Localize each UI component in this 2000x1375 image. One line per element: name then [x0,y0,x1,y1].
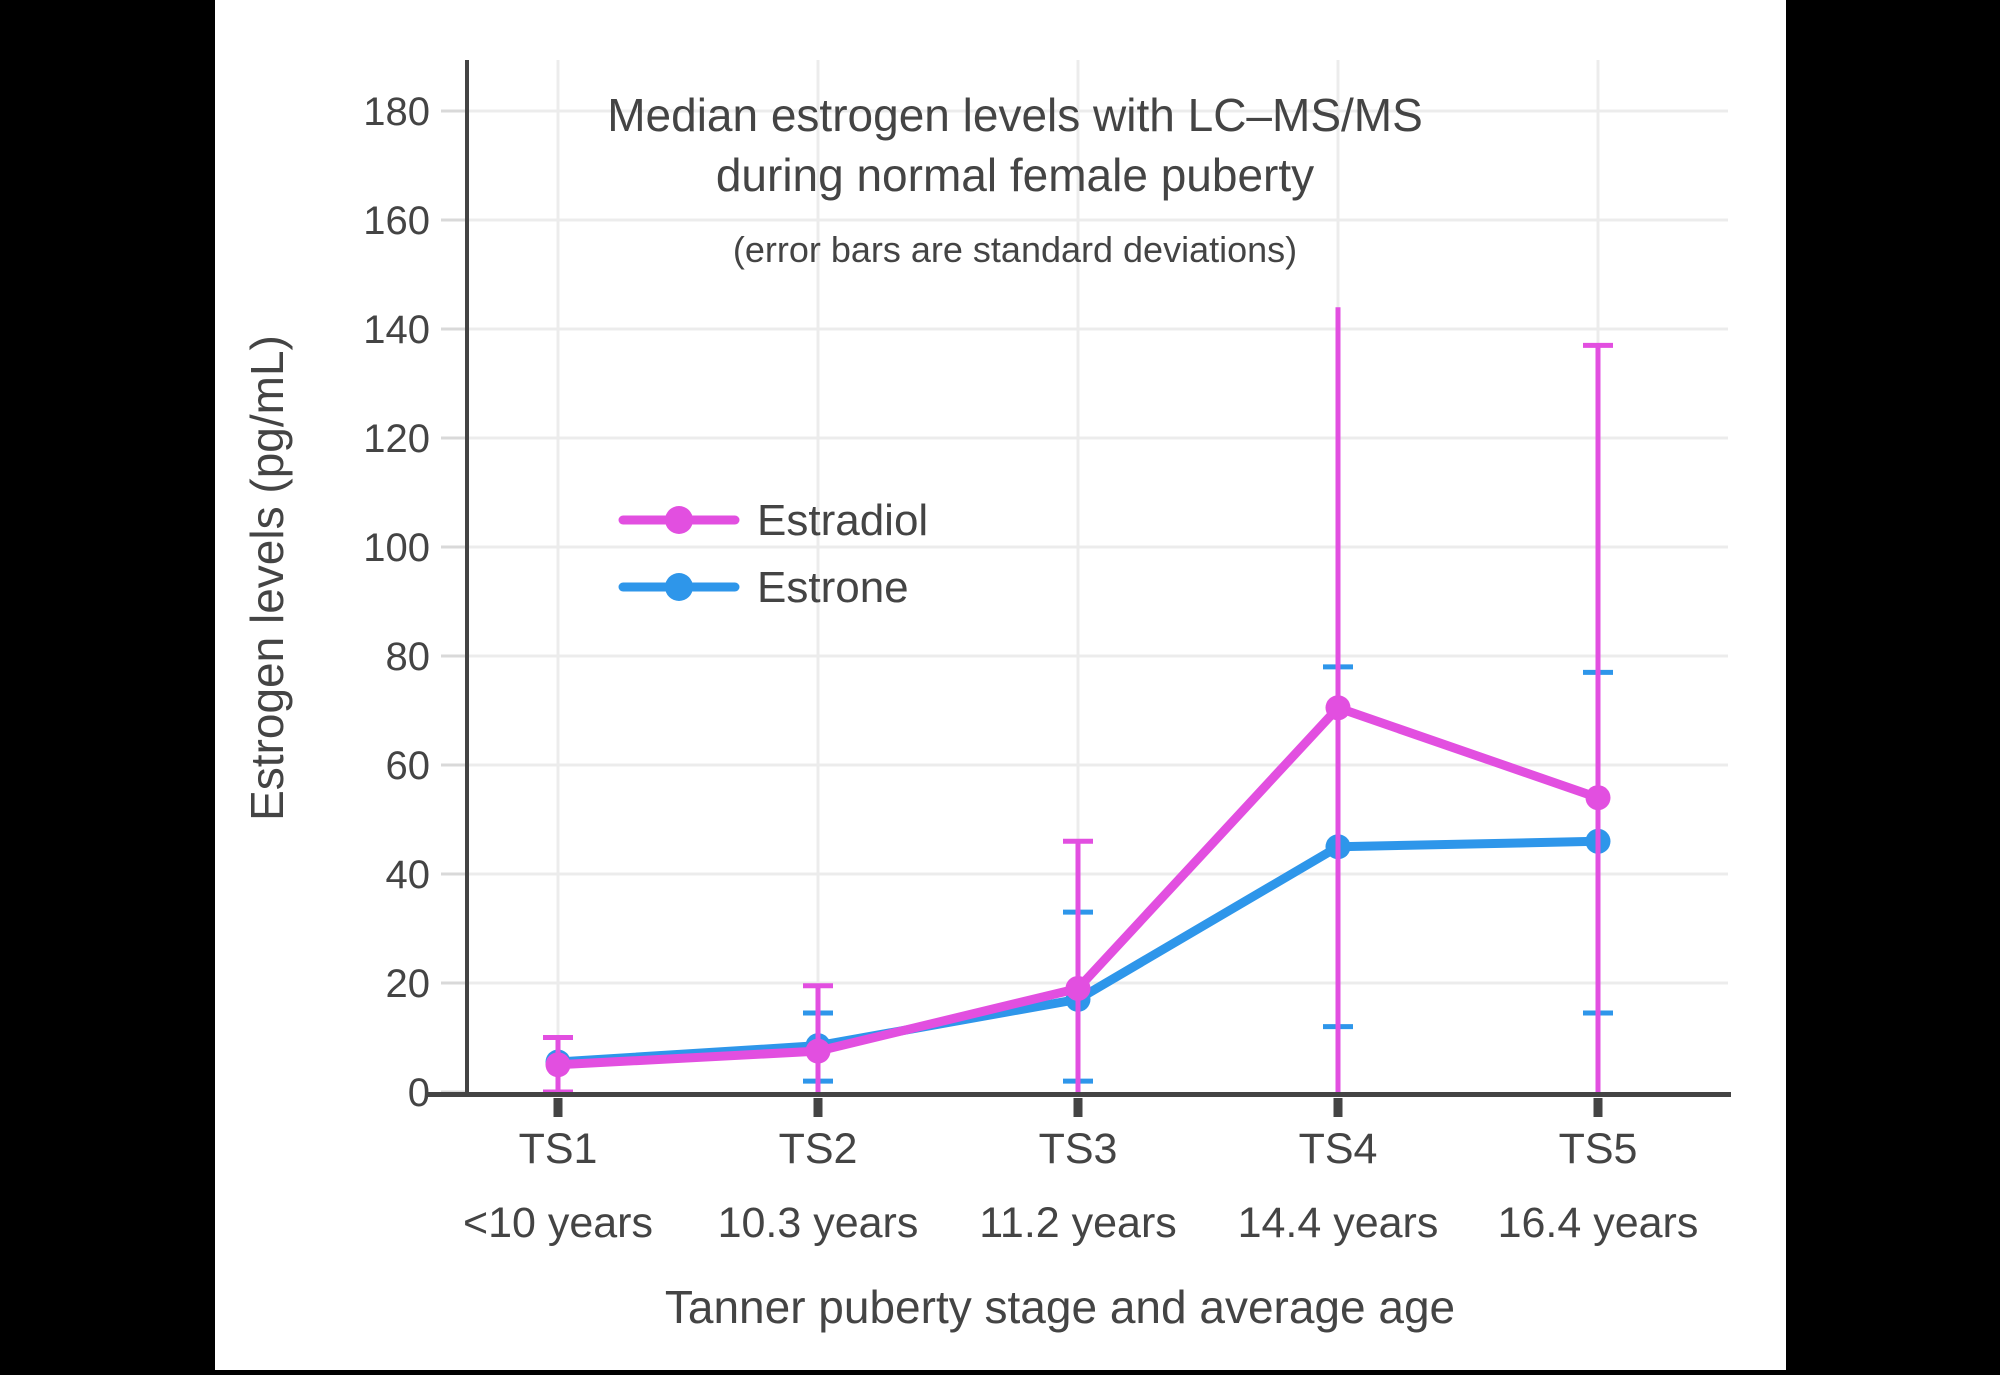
y-tick-label-0: 0 [408,1071,430,1115]
x-axis-title: Tanner puberty stage and average age [665,1281,1455,1333]
y-axis-ticks: 0 20 40 60 80 100 120 140 160 180 [363,90,465,1115]
estrone-legend-marker-icon [665,573,693,601]
horizontal-gridlines [468,109,1728,985]
x-category-label-TS4: TS4 [1299,1125,1378,1173]
chart-title-line2: during normal female puberty [716,149,1314,201]
estradiol-marker-TS1 [545,1052,571,1078]
estradiol-legend-label: Estradiol [757,496,928,545]
x-category-label-TS5: TS5 [1559,1125,1638,1173]
estradiol-marker-TS2 [805,1038,831,1064]
y-tick-label-60: 60 [386,744,431,788]
legend-item-estrone[interactable]: Estrone [618,563,909,612]
y-tick-label-100: 100 [363,526,430,570]
legend-item-estradiol[interactable]: Estradiol [618,496,928,545]
chart-panel [215,0,1786,1370]
x-category-label-TS1: TS1 [519,1125,598,1173]
estrone-legend-label: Estrone [757,563,909,612]
x-age-label-TS2: 10.3 years [718,1199,919,1247]
y-tick-label-180: 180 [363,90,430,134]
x-age-label-TS4: 14.4 years [1238,1199,1439,1247]
chart-title-line1: Median estrogen levels with LC–MS/MS [607,89,1423,141]
y-tick-label-40: 40 [386,853,431,897]
x-category-label-TS3: TS3 [1039,1125,1118,1173]
x-age-label-TS3: 11.2 years [979,1199,1177,1247]
estradiol-marker-TS4 [1325,695,1351,721]
estradiol-legend-marker-icon [665,506,693,534]
chart-subtitle: (error bars are standard deviations) [733,229,1297,270]
y-tick-label-160: 160 [363,199,430,243]
estradiol-marker-TS5 [1585,785,1611,811]
estradiol-marker-TS3 [1065,975,1091,1001]
y-axis-title: Estrogen levels (pg/mL) [241,335,293,821]
x-age-label-TS5: 16.4 years [1498,1199,1699,1247]
series-estradiol [543,307,1613,1095]
plot-area: 0 20 40 60 80 100 120 140 160 180 TS1 <10 years TS2 1… [363,60,1728,1247]
x-age-label-TS1: <10 years [463,1199,653,1247]
y-tick-label-140: 140 [363,308,430,352]
legend: Estradiol Estrone [618,496,928,612]
x-category-label-TS2: TS2 [779,1125,858,1173]
x-axis-ticks: TS1 <10 years TS2 10.3 years TS3 11.2 years TS… [463,1098,1698,1247]
y-tick-label-80: 80 [386,635,431,679]
y-tick-label-120: 120 [363,417,430,461]
y-tick-label-20: 20 [386,962,431,1006]
